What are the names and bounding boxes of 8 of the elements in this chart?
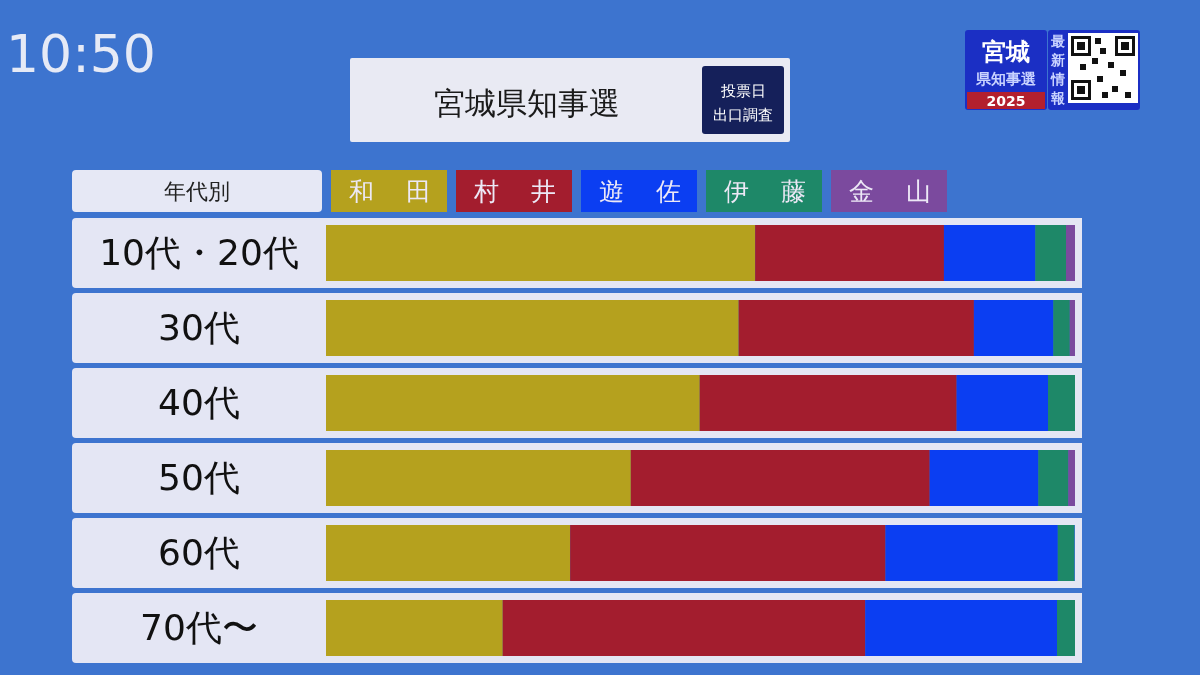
legend-label: 遊佐	[599, 177, 681, 206]
legend-label: 和田	[349, 177, 431, 206]
legend-label: 金山	[849, 177, 931, 206]
subtitle: 投票日出口調査	[713, 82, 773, 124]
legend-label: 村井	[473, 177, 556, 206]
title: 宮城県知事選	[434, 85, 620, 121]
ylabel: 年代別	[164, 179, 230, 204]
legend-label: 伊藤	[724, 177, 806, 206]
